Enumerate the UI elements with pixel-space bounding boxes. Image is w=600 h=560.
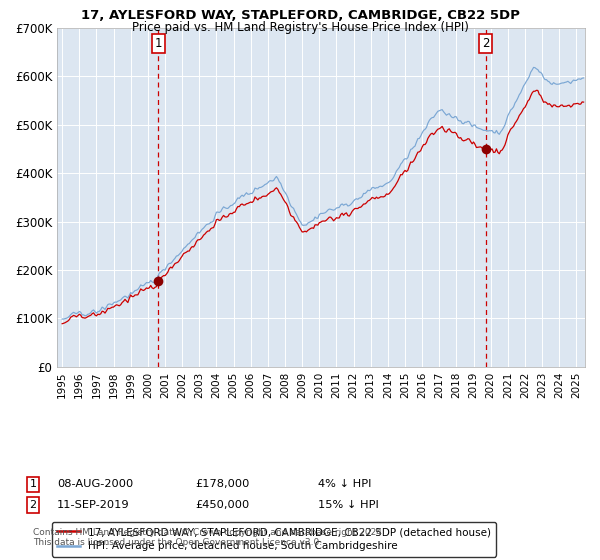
- Text: 1: 1: [155, 37, 162, 50]
- Legend: 17, AYLESFORD WAY, STAPLEFORD, CAMBRIDGE, CB22 5DP (detached house), HPI: Averag: 17, AYLESFORD WAY, STAPLEFORD, CAMBRIDGE…: [52, 522, 496, 557]
- Text: 2: 2: [29, 500, 37, 510]
- Text: £178,000: £178,000: [195, 479, 250, 489]
- Text: £450,000: £450,000: [195, 500, 249, 510]
- Text: 2: 2: [482, 37, 490, 50]
- Text: 4% ↓ HPI: 4% ↓ HPI: [318, 479, 371, 489]
- Text: 17, AYLESFORD WAY, STAPLEFORD, CAMBRIDGE, CB22 5DP: 17, AYLESFORD WAY, STAPLEFORD, CAMBRIDGE…: [80, 9, 520, 22]
- Text: 11-SEP-2019: 11-SEP-2019: [57, 500, 130, 510]
- Text: 15% ↓ HPI: 15% ↓ HPI: [318, 500, 379, 510]
- Text: Price paid vs. HM Land Registry's House Price Index (HPI): Price paid vs. HM Land Registry's House …: [131, 21, 469, 34]
- Text: 1: 1: [29, 479, 37, 489]
- Text: Contains HM Land Registry data © Crown copyright and database right 2024.
This d: Contains HM Land Registry data © Crown c…: [33, 528, 385, 547]
- Text: 08-AUG-2000: 08-AUG-2000: [57, 479, 133, 489]
